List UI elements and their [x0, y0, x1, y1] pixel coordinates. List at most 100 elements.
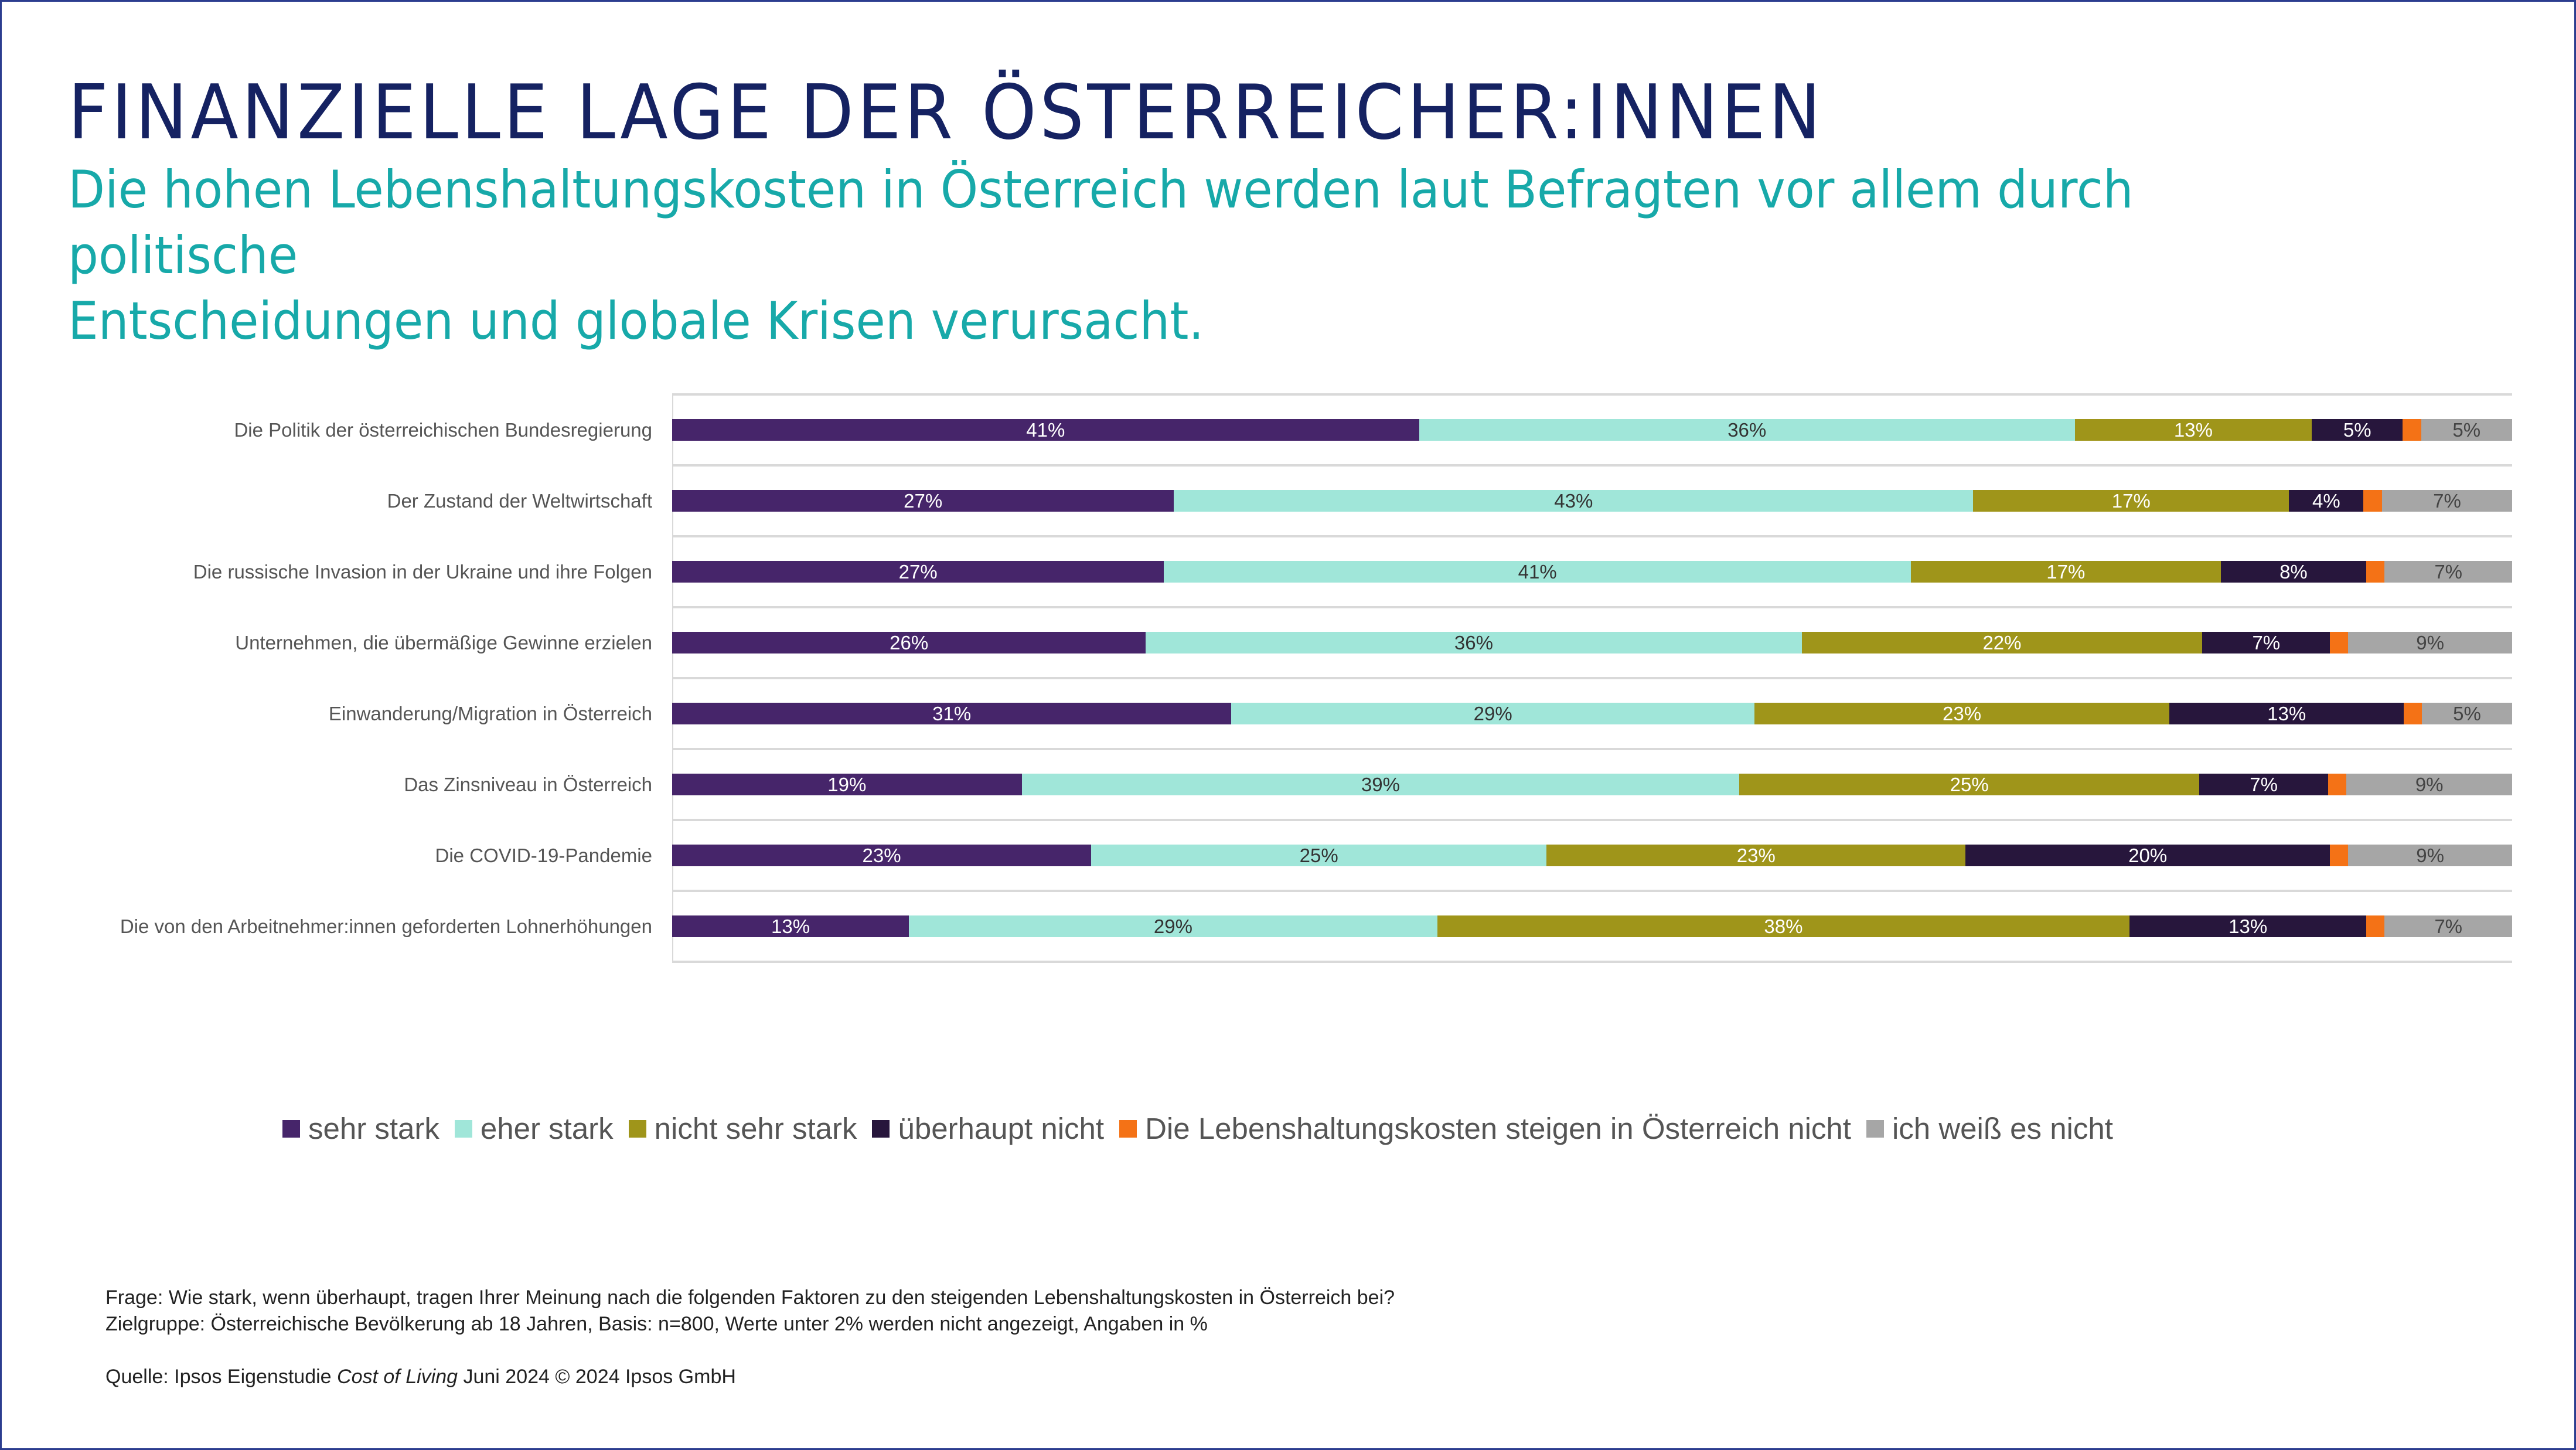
data-label: 8% [2279, 560, 2308, 583]
data-label: 20% [2128, 844, 2168, 866]
bar-segment [2363, 490, 2382, 512]
data-label: 38% [1764, 915, 1803, 937]
data-label: 7% [2434, 560, 2463, 583]
bar-segment: 20% [1965, 845, 2330, 866]
bar-segment: 26% [672, 632, 1146, 653]
bar-segment: 7% [2202, 632, 2330, 653]
data-label: 7% [2433, 489, 2461, 512]
data-label: 13% [2229, 915, 2268, 937]
legend-label: überhaupt nicht [898, 1112, 1105, 1145]
data-label: 13% [2267, 702, 2306, 724]
bar-segment: 25% [1739, 774, 2200, 795]
bar-segment: 13% [2074, 418, 2312, 441]
data-label: 41% [1026, 418, 1065, 441]
bar-segment: 22% [1801, 631, 2203, 653]
data-label: 27% [904, 489, 943, 512]
data-label: 26% [890, 631, 929, 653]
source-study: Cost of Living [337, 1366, 458, 1388]
legend-swatch [628, 1119, 646, 1138]
bar-segment [2328, 774, 2347, 795]
data-label: 25% [1299, 844, 1338, 866]
data-label: 19% [827, 773, 867, 795]
data-label: 36% [1454, 631, 1493, 653]
bar-segment: 29% [909, 915, 1437, 937]
bar-segment: 27% [672, 561, 1164, 583]
bar-segment: 23% [1546, 845, 1966, 866]
data-label: 23% [1943, 702, 1982, 724]
legend-swatch [282, 1119, 300, 1138]
data-label: 22% [1982, 631, 2022, 653]
legend-swatch [1866, 1119, 1884, 1138]
bar-segment: 5% [2312, 419, 2403, 441]
bar-segment: 9% [2348, 845, 2512, 866]
bar-segment: 17% [1973, 490, 2289, 512]
legend-item: überhaupt nicht [872, 1111, 1104, 1146]
bar-segment: 9% [2348, 632, 2512, 653]
bar-segment [2330, 632, 2349, 653]
bar-segment: 19% [672, 774, 1022, 795]
bar-segment: 5% [2421, 419, 2512, 441]
gridline [672, 748, 2512, 750]
data-label: 23% [862, 844, 901, 866]
data-label: 13% [2173, 418, 2213, 441]
page-title: FINANZIELLE LAGE DER ÖSTERREICHER:INNEN [68, 69, 1824, 156]
footnote-question: Frage: Wie stark, wenn überhaupt, tragen… [105, 1286, 1395, 1309]
gridline [672, 535, 2512, 537]
data-label: 9% [2415, 773, 2444, 795]
legend-label: Die Lebenshaltungskosten steigen in Öste… [1145, 1112, 1851, 1145]
page-subtitle: Die hohen Lebenshaltungskosten in Österr… [68, 157, 2248, 354]
bar-segment: 5% [2422, 703, 2512, 724]
footnote-source: Quelle: Ipsos Eigenstudie Cost of Living… [105, 1366, 736, 1388]
bar-segment: 7% [2384, 915, 2512, 937]
bar-segment: 25% [1091, 844, 1547, 866]
bar-segment: 38% [1437, 915, 2130, 937]
legend-label: eher stark [480, 1112, 614, 1145]
legend-item: eher stark [454, 1111, 614, 1146]
source-suffix: Juni 2024 © 2024 Ipsos GmbH [458, 1366, 736, 1388]
data-label: 36% [1727, 418, 1767, 441]
bar-segment: 17% [1911, 561, 2221, 583]
data-label: 7% [2252, 631, 2281, 653]
subtitle-line-2: Entscheidungen und globale Krisen verurs… [68, 291, 1204, 351]
legend-item: Die Lebenshaltungskosten steigen in Öste… [1119, 1111, 1851, 1146]
bar-segment [2330, 845, 2349, 866]
category-label: Die von den Arbeitnehmer:innen gefordert… [120, 915, 652, 937]
data-label: 5% [2452, 418, 2481, 441]
gridline [672, 677, 2512, 679]
legend-item: sehr stark [282, 1111, 439, 1146]
source-prefix: Quelle: Ipsos Eigenstudie [105, 1366, 338, 1388]
data-label: 41% [1518, 560, 1557, 583]
bar-segment: 7% [2199, 774, 2328, 795]
data-label: 5% [2453, 702, 2481, 724]
bar-segment: 9% [2346, 774, 2512, 795]
category-label: Das Zinsniveau in Österreich [404, 773, 652, 795]
bar-segment: 27% [672, 490, 1174, 512]
data-label: 17% [2046, 560, 2086, 583]
data-label: 17% [2111, 489, 2151, 512]
data-label: 9% [2416, 631, 2444, 653]
data-label: 29% [1473, 702, 1512, 724]
gridline [672, 819, 2512, 821]
bar-segment: 43% [1174, 490, 1974, 512]
bar-segment: 36% [1146, 631, 1802, 653]
category-label: Der Zustand der Weltwirtschaft [387, 489, 652, 512]
data-label: 27% [898, 560, 938, 583]
legend-swatch [1119, 1119, 1137, 1138]
bar-segment: 23% [1754, 702, 2170, 724]
bar-segment: 13% [672, 915, 909, 937]
category-label: Die Politik der österreichischen Bundesr… [234, 418, 652, 441]
legend-item: ich weiß es nicht [1866, 1111, 2113, 1146]
bar-segment: 8% [2220, 560, 2367, 583]
legend-label: ich weiß es nicht [1892, 1112, 2113, 1145]
subtitle-line-1: Die hohen Lebenshaltungskosten in Österr… [68, 159, 2134, 285]
data-label: 31% [932, 702, 972, 724]
gridline [672, 606, 2512, 608]
data-label: 13% [771, 915, 810, 937]
bar-segment: 31% [672, 702, 1232, 724]
data-label: 39% [1361, 773, 1400, 795]
data-label: 9% [2416, 844, 2444, 866]
bar-segment: 36% [1419, 419, 2075, 441]
bar-segment [2366, 561, 2385, 583]
